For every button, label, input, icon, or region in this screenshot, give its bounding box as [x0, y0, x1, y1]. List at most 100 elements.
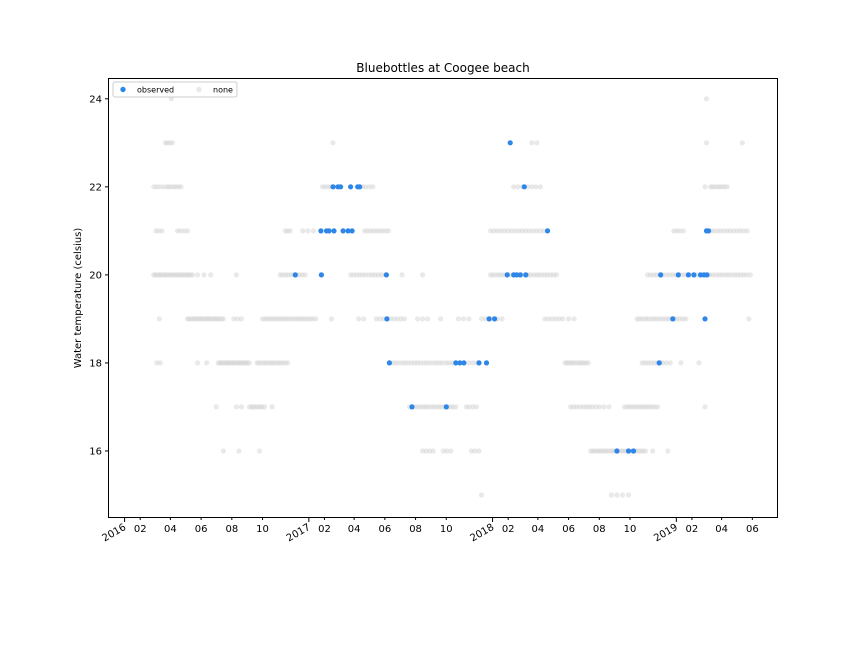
none-point	[744, 228, 750, 234]
none-point	[363, 184, 369, 190]
observed-point	[357, 184, 363, 190]
none-point	[195, 272, 201, 278]
none-point	[468, 448, 474, 454]
none-point	[606, 404, 612, 410]
x-tick-label: 04	[532, 524, 545, 535]
x-tick-label: 04	[715, 524, 728, 535]
none-point	[444, 448, 450, 454]
none-point	[455, 316, 461, 322]
y-tick-label: 22	[89, 182, 102, 193]
none-point	[448, 448, 454, 454]
none-point	[328, 316, 335, 322]
none-point	[724, 184, 730, 190]
legend-none-label: none	[213, 86, 233, 95]
x-tick-label: 04	[348, 524, 361, 535]
none-point	[313, 316, 319, 322]
none-point	[246, 360, 252, 366]
none-point	[677, 228, 683, 234]
x-tick-label: 08	[225, 524, 238, 535]
observed-point	[292, 272, 298, 278]
observed-point	[702, 316, 708, 322]
x-tick-label: 02	[134, 524, 147, 535]
observed-point	[340, 228, 346, 234]
observed-point	[345, 228, 351, 234]
none-point	[233, 272, 239, 278]
none-point	[667, 360, 673, 366]
none-point	[370, 184, 376, 190]
none-point	[220, 448, 226, 454]
none-point	[746, 316, 752, 322]
x-tick-label: 06	[562, 524, 575, 535]
none-point	[683, 316, 689, 322]
legend-box	[112, 81, 238, 98]
none-point	[696, 360, 702, 366]
none-point	[190, 272, 196, 278]
none-point	[395, 360, 401, 366]
observed-point	[386, 360, 392, 366]
none-point	[305, 228, 311, 234]
none-point	[310, 228, 316, 234]
none-point	[747, 272, 753, 278]
observed-point	[330, 184, 336, 190]
none-point	[702, 404, 708, 410]
observed-point	[670, 316, 676, 322]
x-tick-label: 06	[195, 524, 208, 535]
none-point	[534, 140, 540, 146]
observed-point	[492, 316, 498, 322]
observed-point	[318, 228, 324, 234]
observed-point	[383, 272, 389, 278]
none-point	[238, 404, 244, 410]
none-point	[238, 316, 244, 322]
observed-point	[517, 272, 523, 278]
observed-point	[384, 316, 390, 322]
none-point	[195, 360, 201, 366]
none-point	[361, 316, 367, 322]
observed-point	[625, 448, 632, 454]
none-point	[285, 360, 291, 366]
y-axis: 16 18 20 22 24	[89, 94, 109, 457]
none-point	[585, 360, 591, 366]
observed-point	[705, 228, 712, 234]
none-point	[169, 140, 175, 146]
none-point	[234, 316, 240, 322]
observed-point	[504, 272, 510, 278]
none-point	[476, 448, 482, 454]
none-point	[512, 228, 518, 234]
none-point	[560, 316, 566, 322]
x-tick-label: 06	[746, 524, 759, 535]
observed-point	[514, 272, 520, 278]
observed-point	[630, 448, 637, 454]
x-tick-label: 02	[502, 524, 515, 535]
observed-point	[614, 448, 620, 454]
none-point	[178, 184, 184, 190]
none-point	[378, 272, 384, 278]
none-point	[619, 492, 626, 498]
observed-point	[318, 272, 324, 278]
observed-series	[292, 140, 712, 454]
none-point	[256, 448, 263, 454]
observed-point	[483, 360, 490, 366]
none-point	[438, 316, 444, 322]
y-tick-label: 20	[89, 270, 102, 281]
y-axis-label: Water temperature (celsius)	[73, 228, 84, 369]
none-point	[420, 272, 426, 278]
none-point	[204, 360, 210, 366]
none-point	[533, 184, 539, 190]
observed-point	[453, 360, 459, 366]
observed-point	[521, 184, 527, 190]
legend-observed-marker	[120, 86, 126, 93]
none-point	[466, 360, 472, 366]
none-point	[614, 492, 620, 498]
none-point	[380, 316, 386, 322]
none-point	[269, 404, 275, 410]
observed-point	[685, 272, 692, 278]
none-point	[156, 316, 162, 322]
none-point	[566, 316, 572, 322]
none-point	[466, 404, 472, 410]
none-point	[184, 228, 191, 234]
none-point	[466, 316, 472, 322]
observed-point	[457, 360, 463, 366]
none-point	[537, 184, 544, 190]
observed-point	[486, 316, 492, 322]
